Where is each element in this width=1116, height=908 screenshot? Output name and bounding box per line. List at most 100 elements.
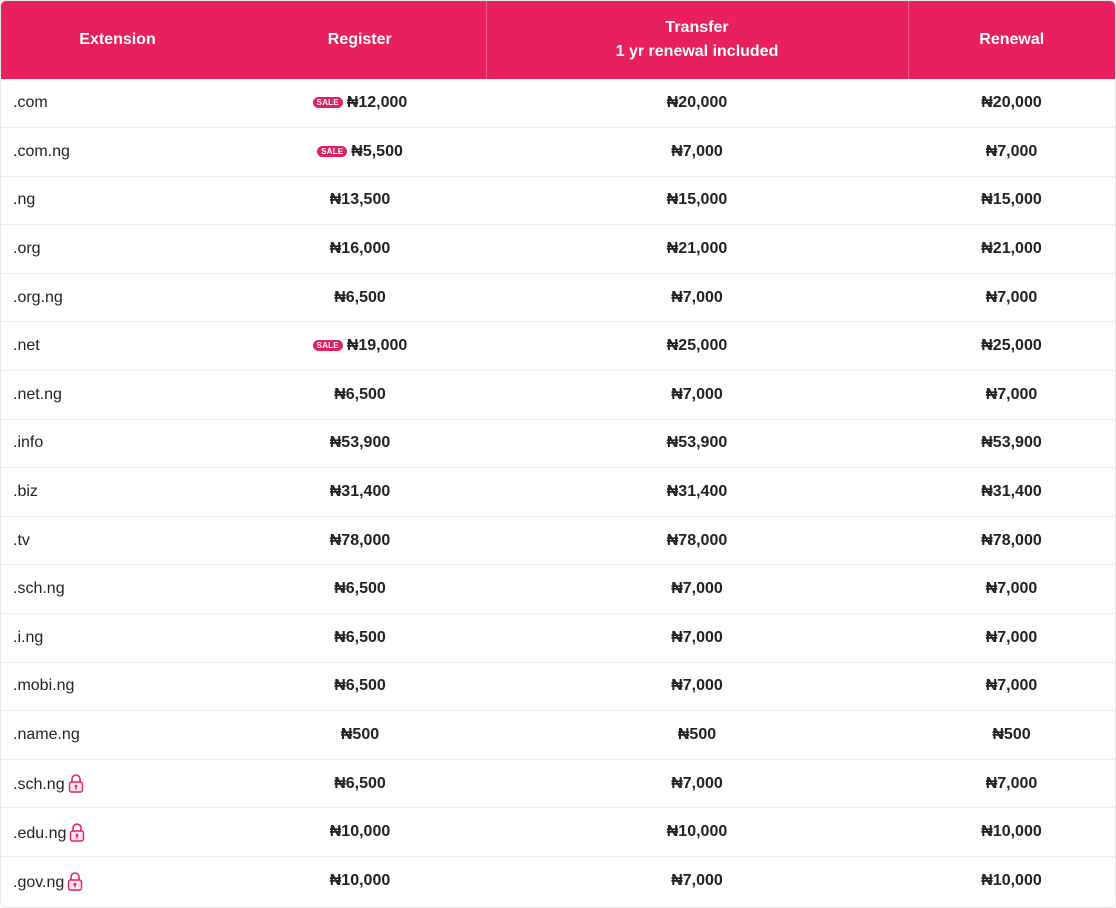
- lock-icon: [68, 871, 83, 891]
- extension-cell: .sch.ng: [1, 564, 234, 614]
- extension-cell: .edu.ng: [1, 807, 234, 857]
- transfer-price: ₦21,000: [486, 224, 908, 274]
- header-register: Register: [327, 31, 392, 48]
- extension-cell: .org.ng: [1, 272, 234, 322]
- renewal-price: ₦53,900: [908, 418, 1115, 468]
- extension-label: .edu.ng: [13, 824, 67, 842]
- renewal-price: ₦10,000: [908, 856, 1115, 906]
- header-transfer-subtitle: 1 yr renewal included: [615, 43, 779, 60]
- transfer-price: ₦31,400: [486, 467, 908, 517]
- renewal-price: ₦7,000: [908, 613, 1115, 663]
- register-price-cell: ₦53,900: [234, 418, 486, 468]
- register-price-cell: SALE ₦19,000: [234, 321, 486, 371]
- register-price-cell: ₦31,400: [234, 467, 486, 517]
- extension-label: .org: [13, 240, 41, 258]
- table-row: .biz ₦31,400 ₦31,400 ₦31,400: [1, 467, 1115, 517]
- table-header: Extension Register Transfer 1 yr renewal…: [1, 1, 1115, 79]
- header-renewal: Renewal: [979, 31, 1045, 48]
- register-price: ₦10,000: [329, 872, 391, 890]
- transfer-price: ₦7,000: [486, 856, 908, 906]
- transfer-price: ₦7,000: [486, 758, 908, 808]
- extension-cell: .ng: [1, 175, 234, 225]
- transfer-price: ₦500: [486, 710, 908, 760]
- transfer-price: ₦20,000: [666, 94, 728, 112]
- table-row: .gov.ng ₦10,000 ₦7,000 ₦10,000: [1, 856, 1115, 906]
- renewal-price: ₦25,000: [908, 321, 1115, 371]
- extension-cell: .name.ng: [1, 710, 234, 760]
- sale-badge: SALE: [312, 340, 343, 352]
- extension-cell: .i.ng: [1, 613, 234, 663]
- transfer-price: ₦53,900: [486, 418, 908, 468]
- table-body: .com SALE ₦12,000 ₦20,000 ₦20,000 .com.ng SALE…: [1, 79, 1115, 906]
- extension-cell: .net.ng: [1, 370, 234, 420]
- transfer-price: ₦7,000: [486, 613, 908, 663]
- register-price-cell: ₦6,500: [234, 564, 486, 614]
- renewal-price: ₦7,000: [908, 127, 1115, 177]
- renewal-price: ₦21,000: [908, 224, 1115, 274]
- register-price-cell: ₦13,500: [234, 175, 486, 225]
- extension-cell: .org: [1, 224, 234, 274]
- transfer-price: ₦10,000: [486, 807, 908, 857]
- transfer-price: ₦25,000: [486, 321, 908, 371]
- transfer-price: ₦7,000: [486, 370, 908, 420]
- table-row: .ng ₦13,500 ₦15,000 ₦15,000: [1, 175, 1115, 225]
- renewal-price: ₦15,000: [908, 175, 1115, 225]
- table-row: .sch.ng ₦6,500 ₦7,000 ₦7,000: [1, 564, 1115, 614]
- renewal-price: ₦500: [908, 710, 1115, 760]
- table-row: .i.ng ₦6,500 ₦7,000 ₦7,000: [1, 613, 1115, 663]
- register-price-cell: ₦10,000: [234, 807, 486, 857]
- renewal-price: ₦10,000: [908, 807, 1115, 857]
- transfer-price: ₦7,000: [486, 564, 908, 614]
- renewal-price: ₦20,000: [981, 94, 1042, 112]
- transfer-price: ₦78,000: [486, 515, 908, 565]
- register-price: ₦6,500: [334, 628, 386, 646]
- extension-cell: .net: [1, 321, 234, 371]
- extension-label: .tv: [13, 531, 30, 549]
- table-row: .edu.ng ₦10,000 ₦10,000 ₦10,000: [1, 807, 1115, 857]
- transfer-price: ₦7,000: [486, 272, 908, 322]
- register-price: ₦31,400: [329, 483, 391, 501]
- register-price-cell: ₦78,000: [234, 515, 486, 565]
- extension-cell: .biz: [1, 467, 234, 517]
- register-price-cell: ₦6,500: [234, 661, 486, 711]
- extension-label: .sch.ng: [13, 580, 65, 598]
- extension-label: .com.ng: [13, 142, 70, 160]
- extension-label: .sch.ng: [13, 776, 65, 794]
- renewal-price: ₦7,000: [908, 370, 1115, 420]
- table-row: .com.ng SALE ₦5,500 ₦7,000 ₦7,000: [1, 127, 1115, 177]
- register-price: ₦6,500: [334, 580, 386, 598]
- renewal-price: ₦7,000: [908, 661, 1115, 711]
- table-row: .net.ng ₦6,500 ₦7,000 ₦7,000: [1, 370, 1115, 420]
- table-row: .com SALE ₦12,000 ₦20,000 ₦20,000: [1, 79, 1115, 128]
- extension-cell: .mobi.ng: [1, 661, 234, 711]
- table-row: .org ₦16,000 ₦21,000 ₦21,000: [1, 224, 1115, 274]
- extension-cell: .sch.ng: [1, 758, 234, 808]
- extension-cell: .gov.ng: [1, 856, 234, 906]
- register-price: ₦5,500: [351, 142, 403, 160]
- register-price-cell: SALE ₦12,000: [234, 79, 486, 128]
- extension-label: .biz: [13, 483, 38, 501]
- table-row: .info ₦53,900 ₦53,900 ₦53,900: [1, 418, 1115, 468]
- header-transfer-title: Transfer: [665, 19, 729, 36]
- register-price: ₦53,900: [329, 434, 391, 452]
- extension-label: .com: [13, 94, 48, 112]
- header-extension: Extension: [79, 31, 156, 48]
- register-price-cell: ₦16,000: [234, 224, 486, 274]
- extension-cell: .com: [1, 79, 234, 128]
- register-price: ₦16,000: [329, 240, 391, 258]
- table-row: .tv ₦78,000 ₦78,000 ₦78,000: [1, 515, 1115, 565]
- register-price-cell: ₦10,000: [234, 856, 486, 906]
- extension-label: .name.ng: [13, 726, 80, 744]
- lock-icon: [70, 822, 85, 842]
- extension-label: .i.ng: [13, 628, 44, 646]
- register-price: ₦6,500: [334, 288, 386, 306]
- table-row: .sch.ng ₦6,500 ₦7,000 ₦7,000: [1, 758, 1115, 808]
- extension-label: .mobi.ng: [13, 677, 75, 695]
- register-price: ₦78,000: [329, 531, 391, 549]
- extension-cell: .info: [1, 418, 234, 468]
- table-row: .mobi.ng ₦6,500 ₦7,000 ₦7,000: [1, 661, 1115, 711]
- extension-label: .net.ng: [13, 385, 62, 403]
- register-price-cell: ₦6,500: [234, 613, 486, 663]
